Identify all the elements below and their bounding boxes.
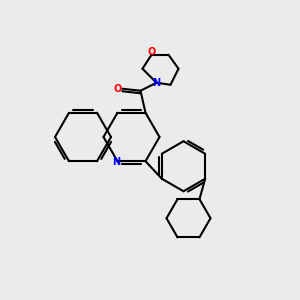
Text: N: N: [152, 78, 160, 88]
Text: O: O: [147, 47, 156, 57]
Text: N: N: [112, 157, 121, 167]
Text: O: O: [113, 84, 122, 94]
